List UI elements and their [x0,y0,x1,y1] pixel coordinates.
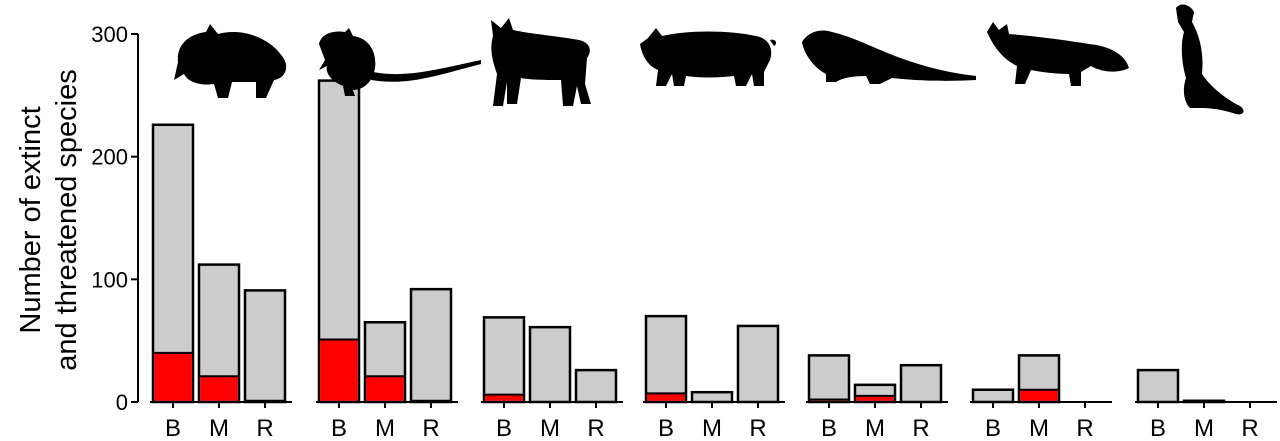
pig-icon [640,28,777,86]
bar-total [482,316,526,404]
fox-icon-shape [987,22,1129,86]
x-category-label: B [985,415,1001,441]
cat-icon [174,24,287,98]
bar-extinct [856,395,894,401]
bar-total [736,324,780,404]
bar-total [243,289,287,404]
x-category-label: B [165,415,181,441]
dog-icon-shape [491,18,591,106]
bar-total [1136,368,1180,404]
rat-icon [319,28,481,96]
bar-extinct [647,393,685,401]
pig-icon-shape [640,28,777,86]
bar-extinct [1020,389,1058,401]
x-category-label: M [865,415,885,441]
x-category-label: R [587,415,604,441]
mongoose-icon [802,30,976,84]
bar-extinct [320,339,358,401]
bar-extinct [154,352,192,401]
bar-extinct [200,376,238,401]
bar-extinct [366,376,404,401]
bar-extinct [485,394,523,401]
x-category-label: R [912,415,929,441]
x-category-label: M [375,415,395,441]
bar-total [409,287,453,404]
x-category-label: M [702,415,722,441]
x-category-label: R [1076,415,1093,441]
cat-icon-shape [174,24,287,98]
y-tick-label: 0 [116,390,128,415]
bar-total [528,325,572,404]
x-category-label: B [496,415,512,441]
x-category-label: R [1241,415,1258,441]
x-category-label: M [1194,415,1214,441]
bar-total [1182,399,1226,404]
x-category-label: R [256,415,273,441]
stoat-icon [1176,4,1244,115]
bar-total [807,354,851,404]
mongoose-icon-shape [802,30,976,84]
x-category-label: R [422,415,439,441]
y-tick-label: 200 [91,145,128,170]
rat-icon-shape [319,28,481,96]
stoat-icon-shape [1176,4,1244,115]
y-tick-label: 100 [91,267,128,292]
fox-icon [987,22,1129,86]
y-axis-label-line-1: Number of extinct [15,106,47,333]
x-category-label: B [658,415,674,441]
y-tick-label: 300 [91,22,128,47]
x-category-label: M [1029,415,1049,441]
x-category-label: M [540,415,560,441]
bar-total [899,363,943,404]
x-category-label: B [1150,415,1166,441]
bar-total [690,390,734,404]
x-category-label: B [821,415,837,441]
bar-total [971,388,1015,404]
bar-total [574,368,618,404]
animal-silhouettes [174,4,1244,115]
x-category-label: M [209,415,229,441]
y-axis-label-line-2: and threatened species [51,69,83,371]
x-category-label: B [331,415,347,441]
y-axis: 0 100 200 300 [91,22,139,415]
bar-total [644,314,688,404]
x-category-label: R [749,415,766,441]
dog-icon [491,18,591,106]
